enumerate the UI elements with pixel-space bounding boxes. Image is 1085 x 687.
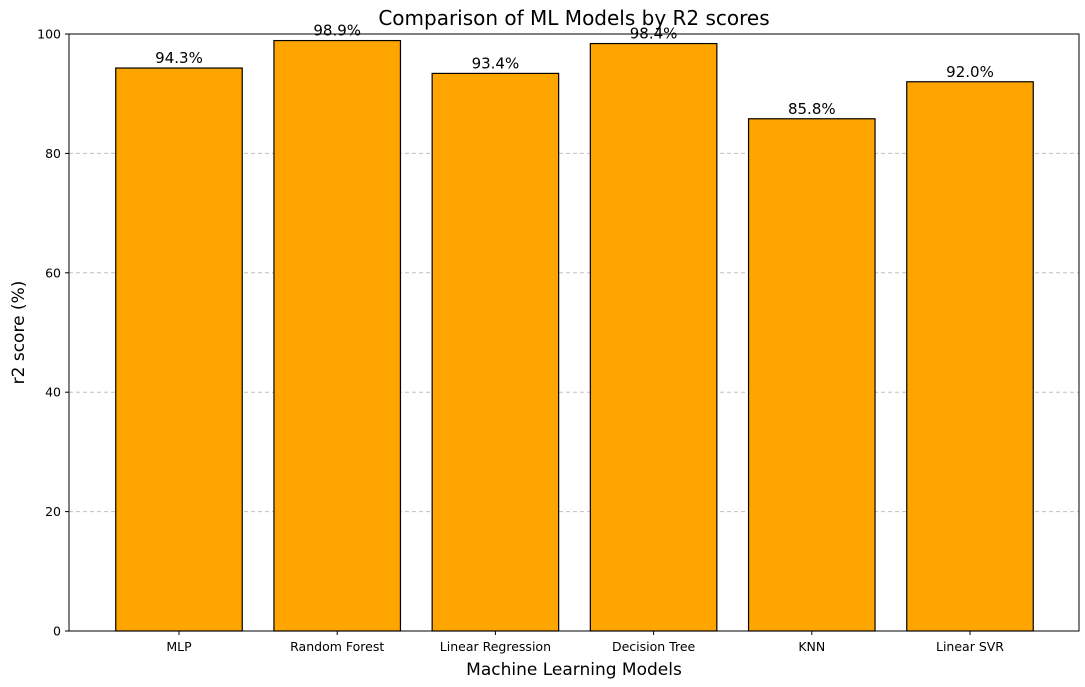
bar-linear-regression	[431, 72, 560, 632]
x-tick-label: MLP	[166, 639, 192, 654]
x-axis-ticks: MLP Random Forest Linear Regression Decisio…	[166, 631, 1004, 654]
data-label: 85.8%	[788, 100, 836, 118]
y-tick-label: 100	[37, 27, 61, 42]
x-tick-label: KNN	[798, 639, 825, 654]
bars	[115, 39, 1034, 632]
y-axis-ticks: 0 20 40 60 80 100	[37, 27, 69, 639]
chart-title: Comparison of ML Models by R2 scores	[378, 6, 769, 30]
data-label: 98.9%	[313, 22, 361, 40]
x-tick-label: Linear SVR	[936, 639, 1004, 654]
y-tick-label: 40	[45, 385, 61, 400]
y-tick-label: 0	[53, 624, 61, 639]
y-tick-label: 20	[45, 504, 61, 519]
bar-decision-tree	[589, 42, 718, 632]
y-axis-label: r2 score (%)	[9, 281, 29, 385]
data-label: 92.0%	[946, 63, 994, 81]
bar-random-forest	[273, 39, 402, 632]
data-labels: 94.3%98.9%93.4%98.4%85.8%92.0%	[155, 22, 994, 118]
data-label: 94.3%	[155, 49, 203, 67]
y-tick-label: 60	[45, 265, 61, 280]
bar-mlp	[115, 67, 243, 632]
x-axis-label: Machine Learning Models	[466, 660, 682, 680]
plot-frame	[68, 33, 1080, 632]
x-tick-label: Decision Tree	[612, 639, 696, 654]
x-tick-label: Random Forest	[290, 639, 384, 654]
data-label: 93.4%	[472, 54, 520, 72]
bar-linear-svr	[906, 81, 1034, 632]
bar-knn	[747, 118, 876, 632]
x-tick-label: Linear Regression	[440, 639, 551, 654]
y-tick-label: 80	[45, 146, 61, 161]
